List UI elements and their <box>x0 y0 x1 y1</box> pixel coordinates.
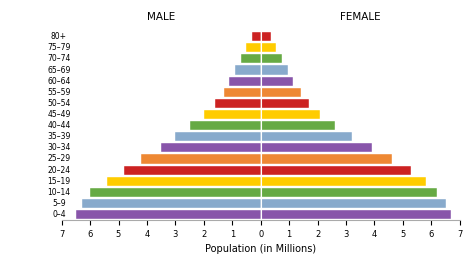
Bar <box>261 210 451 219</box>
Bar <box>235 66 261 75</box>
Bar <box>261 143 372 152</box>
Bar <box>161 143 261 152</box>
Bar <box>261 32 271 41</box>
Bar <box>261 88 301 97</box>
Bar <box>246 43 261 52</box>
Bar <box>261 199 446 208</box>
Bar <box>261 121 335 130</box>
Bar <box>204 110 261 119</box>
Bar <box>190 121 261 130</box>
Bar <box>261 77 293 86</box>
Bar <box>261 66 288 75</box>
Bar <box>215 99 261 108</box>
Bar <box>261 132 352 141</box>
Bar <box>252 32 261 41</box>
Bar <box>261 99 309 108</box>
Bar <box>261 54 282 63</box>
Text: FEMALE: FEMALE <box>340 12 381 22</box>
Bar <box>124 166 261 175</box>
Bar <box>76 210 261 219</box>
Bar <box>241 54 261 63</box>
Bar <box>261 188 437 197</box>
Bar <box>141 154 261 163</box>
Bar <box>261 154 392 163</box>
Bar <box>261 43 276 52</box>
Bar <box>82 199 261 208</box>
Text: MALE: MALE <box>147 12 175 22</box>
Bar <box>107 177 261 186</box>
Bar <box>90 188 261 197</box>
Bar <box>229 77 261 86</box>
Bar <box>175 132 261 141</box>
Bar <box>261 110 320 119</box>
X-axis label: Population (in Millions): Population (in Millions) <box>205 244 316 254</box>
Bar <box>261 166 411 175</box>
Bar <box>224 88 261 97</box>
Bar <box>261 177 426 186</box>
